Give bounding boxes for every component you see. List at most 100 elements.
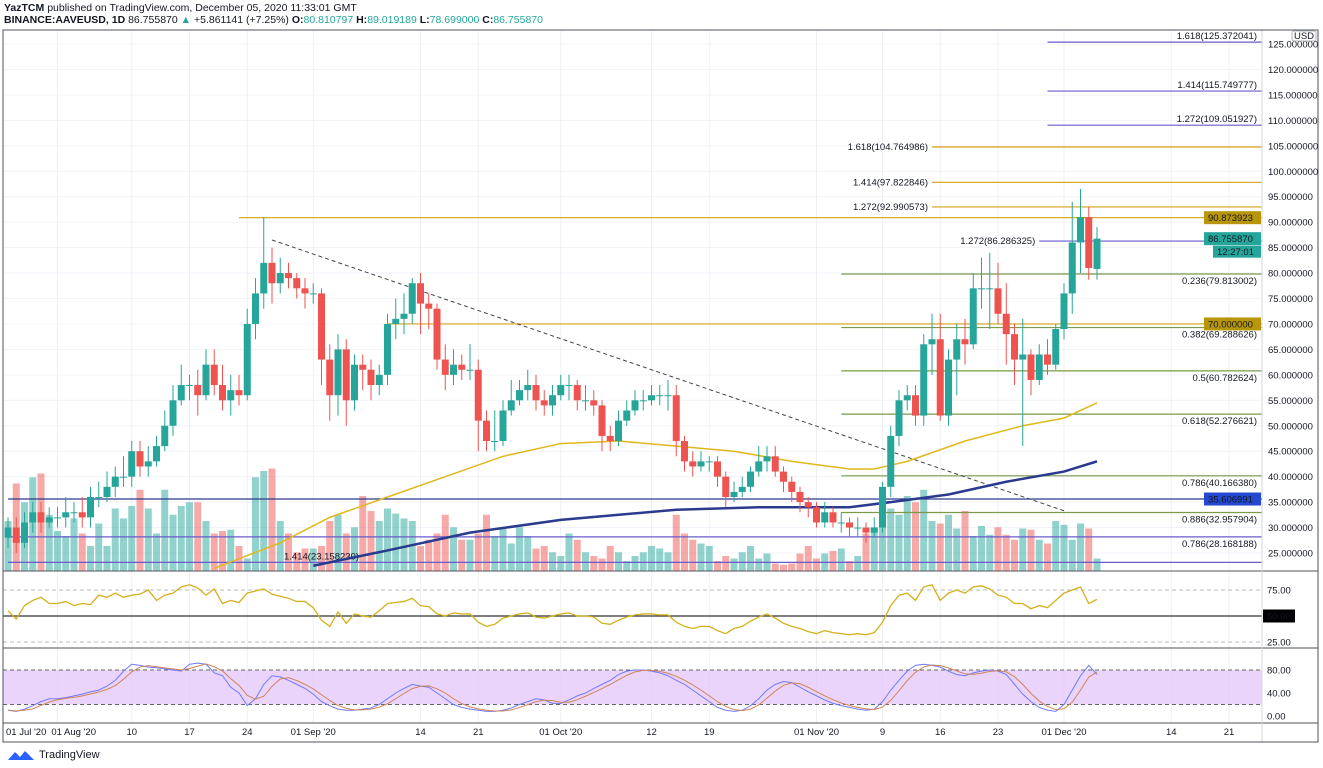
candle-body [763,456,771,462]
axes: 125.000000 120.000000 115.000000 110.000000… [3,30,1318,742]
candle-body [1060,293,1068,330]
x-tick-label: 12 [646,727,657,738]
volume-bar [722,556,730,571]
high-value: 89.019189 [367,14,417,26]
publisher-name: YazTCM [4,2,45,14]
candle-body [524,385,532,391]
volume-bar [1044,543,1051,571]
candle-body [582,400,589,402]
y-tick-label: 40.000000 [1268,472,1313,483]
volume-bar [606,546,614,571]
volume-bar [837,548,845,571]
open-value: 80.810797 [303,14,354,26]
candle-body [730,491,738,498]
candle-body [829,512,837,523]
candle-body [169,400,177,426]
x-tick-label: 19 [704,727,715,738]
countdown-badge [1213,245,1261,258]
volume-bar [714,561,721,571]
x-tick-label: 21 [1224,727,1235,738]
stoch-rsi-pane: 80.00 40.00 0.00 [3,662,1291,723]
volume-bar [540,546,548,571]
candle-body [1093,238,1101,269]
candle-body [466,369,474,371]
candle-body [598,405,606,436]
candle-body [326,359,334,396]
volume-bar [870,527,878,571]
x-tick-label: 01 Aug '20 [51,727,96,738]
volume-bar [334,514,342,571]
volume-bar [771,563,779,571]
volume-bar [549,552,556,571]
volume-bar [474,533,482,571]
candle-body [606,435,614,442]
candle-body [29,512,37,523]
y-tick-label: 35.000000 [1268,498,1313,509]
candle-body [1011,334,1018,360]
volume-bar [829,551,837,571]
publish-info: YazTCM published on TradingView.com, Dec… [4,2,357,14]
volume-bar [417,546,424,571]
candle-body [936,339,944,416]
rsi-line [7,584,1098,636]
moving-averages [213,402,1098,569]
candle-body [689,461,697,467]
volume-bar [202,521,210,571]
candle-body [62,512,70,518]
candle-body [961,339,969,345]
candle-body [252,293,259,324]
candle-body [870,527,878,533]
price-badge-text: 86.755870 [1208,234,1253,245]
candle-body [21,522,28,543]
candle-body [177,385,185,401]
volume-bar [582,552,589,571]
x-tick-label: 01 Oct '20 [539,727,582,738]
volume-bar [136,489,144,571]
y-tick-label: 50.000000 [1268,421,1313,432]
volume-bar [623,561,631,571]
volume-bar [639,552,647,571]
candle-body [1052,329,1060,365]
volume-bar [450,527,457,571]
volume-bar [648,546,655,571]
candle-body [433,308,441,360]
price-badge [1204,232,1261,246]
candle-body [136,451,144,467]
volume-bar [103,546,111,571]
volume-bar [631,556,639,571]
x-tick-label: 17 [184,727,195,738]
level-label: 1.414(23.158230) [284,551,359,562]
tradingview-logo[interactable]: TradingView [6,748,100,762]
y-tick-label: 115.000000 [1268,90,1318,101]
x-tick-label: 01 Sep '20 [291,727,336,738]
volume-bar [747,546,754,571]
volume-bar [879,521,886,571]
volume-bar [565,533,573,571]
volume-bar [1093,558,1101,571]
high-label: H: [356,14,368,26]
candle-body [450,364,457,375]
y-tick-label: 60.000000 [1268,370,1313,381]
candle-body [945,359,952,416]
volume-bar [507,543,515,571]
candle-body [1035,354,1043,380]
volume-bar [285,533,292,571]
volume-bar [961,511,969,571]
y-tick-label: 100.000000 [1268,167,1318,178]
candle-body [45,517,53,523]
candle-body [920,344,928,416]
candle-body [854,527,862,529]
price-badge [1204,211,1261,225]
volume-bar [755,558,763,571]
candle-body [37,512,45,523]
volume-bar [111,508,119,571]
y-tick-label: 125.000000 [1268,40,1318,51]
volume-bar [375,521,383,571]
volume-bar [697,543,705,571]
candle-body [557,385,565,396]
candle-body [986,288,994,290]
candle-body [1027,354,1035,380]
x-tick-label: 14 [415,727,426,738]
candle-body [590,400,598,406]
